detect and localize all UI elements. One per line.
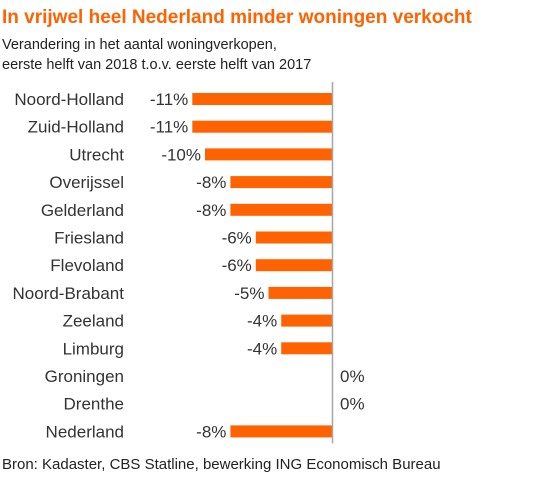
category-label-zuid-holland: Zuid-Holland	[28, 118, 124, 137]
category-label-noord-brabant: Noord-Brabant	[12, 284, 124, 303]
bar-zeeland	[281, 314, 332, 327]
bar-gelderland	[230, 203, 332, 216]
data-label-flevoland: -6%	[222, 256, 252, 275]
chart-subtitle-line-2: eerste helft van 2018 t.o.v. eerste helf…	[2, 57, 312, 73]
bar-noord-holland	[192, 93, 332, 105]
bar-limburg	[281, 342, 332, 355]
data-label-noord-brabant: -5%	[234, 284, 264, 303]
data-label-gelderland: -8%	[196, 201, 226, 220]
category-label-zeeland: Zeeland	[63, 312, 124, 331]
category-label-drenthe: Drenthe	[64, 395, 124, 414]
category-label-friesland: Friesland	[54, 229, 124, 248]
chart-subtitle-line-1: Verandering in het aantal woningverkopen…	[2, 37, 277, 53]
data-label-limburg: -4%	[247, 339, 277, 358]
category-label-noord-holland: Noord-Holland	[14, 90, 124, 109]
category-label-utrecht: Utrecht	[69, 145, 124, 164]
data-label-utrecht: -10%	[161, 145, 201, 164]
bar-overijssel	[230, 176, 332, 189]
data-label-groningen: 0%	[340, 367, 365, 386]
bar-chart: Noord-Holland -11% Zuid-Holland -11% Utrecht…	[12, 82, 365, 444]
category-label-groningen: Groningen	[45, 367, 124, 386]
bar-utrecht	[205, 148, 332, 161]
bar-noord-brabant	[268, 286, 332, 299]
bar-nederland	[230, 425, 332, 438]
category-label-limburg: Limburg	[63, 339, 124, 358]
category-label-flevoland: Flevoland	[50, 256, 124, 275]
data-label-noord-holland: -11%	[150, 90, 188, 109]
data-label-zeeland: -4%	[247, 312, 277, 331]
bar-flevoland	[255, 259, 332, 272]
data-label-nederland: -8%	[196, 422, 226, 441]
data-label-overijssel: -8%	[196, 173, 226, 192]
data-label-friesland: -6%	[222, 229, 252, 248]
bar-friesland	[255, 231, 332, 244]
category-label-gelderland: Gelderland	[41, 201, 124, 220]
category-label-overijssel: Overijssel	[49, 173, 124, 192]
category-label-nederland: Nederland	[46, 422, 124, 441]
source-note: Bron: Kadaster, CBS Statline, bewerking …	[2, 456, 441, 473]
bar-zuid-holland	[192, 120, 332, 133]
chart-title: In vrijwel heel Nederland minder woninge…	[2, 7, 472, 28]
data-label-zuid-holland: -11%	[150, 118, 188, 137]
data-label-drenthe: 0%	[340, 395, 365, 414]
